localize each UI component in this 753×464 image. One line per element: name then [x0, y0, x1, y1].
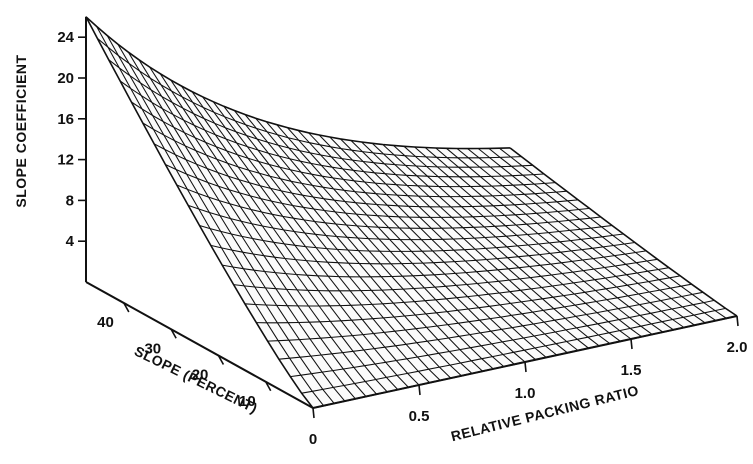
- mesh-line-constant-ratio: [276, 124, 505, 367]
- z-tick-label: 8: [66, 192, 74, 209]
- y-tick-label: 20: [192, 367, 209, 384]
- mesh-line-constant-ratio: [265, 121, 494, 370]
- mesh-line-constant-ratio: [223, 105, 452, 379]
- mesh-line-constant-ratio: [308, 132, 536, 361]
- y-tick-mark: [170, 328, 177, 339]
- z-axis-title: SLOPE COEFFICIENT: [13, 54, 29, 207]
- mesh-line-constant-ratio: [403, 145, 632, 340]
- mesh-line-constant-ratio: [117, 43, 346, 402]
- mesh-line-constant-ratio: [170, 79, 399, 390]
- mesh-line-constant-ratio: [96, 26, 325, 407]
- x-tick-mark: [312, 407, 315, 419]
- tick-labels: 4 8 12 16 20 24 10 20 30 40 0 0.5 1.0 1.5 2.0: [57, 29, 747, 448]
- mesh-line-constant-ratio: [350, 140, 579, 351]
- mesh-line-constant-ratio: [371, 142, 600, 347]
- z-tick-label: 24: [57, 29, 74, 46]
- x-tick-mark: [418, 384, 421, 396]
- mesh-line-constant-ratio: [202, 96, 430, 384]
- mesh-line-constant-ratio: [106, 35, 335, 404]
- mesh-line-constant-ratio: [244, 114, 473, 374]
- mesh-line-constant-ratio: [149, 66, 377, 395]
- mesh-line-constant-ratio: [467, 148, 695, 326]
- mesh-line-constant-ratio: [414, 146, 642, 338]
- mesh-line-constant-ratio: [424, 147, 653, 335]
- z-tick-label: 12: [57, 152, 74, 169]
- y-tick-mark: [265, 381, 272, 392]
- mesh-line-constant-ratio: [318, 134, 547, 358]
- mesh-line-constant-ratio: [361, 141, 589, 349]
- z-tick-label: 4: [66, 233, 75, 250]
- mesh-line-constant-ratio: [499, 147, 727, 319]
- mesh-line-constant-ratio: [287, 127, 515, 365]
- mesh-line-constant-ratio: [477, 148, 706, 324]
- mesh-line-constant-ratio: [509, 147, 738, 317]
- mesh-line-constant-ratio: [127, 51, 356, 400]
- tick-marks: [78, 36, 739, 419]
- y-tick-label: 10: [239, 393, 256, 410]
- x-tick-mark: [736, 315, 739, 327]
- mesh-line-constant-ratio: [212, 101, 441, 381]
- mesh-line-constant-ratio: [435, 147, 664, 333]
- mesh-line-constant-ratio: [85, 16, 314, 409]
- y-axis-title: SLOPE (PERCENT): [132, 343, 260, 417]
- surface-mesh: [85, 16, 738, 409]
- x-axis-title: RELATIVE PACKING RATIO: [449, 382, 640, 444]
- mesh-line-constant-ratio: [382, 144, 611, 345]
- mesh-line-constant-ratio: [488, 147, 717, 322]
- x-tick-label: 0.5: [409, 408, 430, 425]
- mesh-line-constant-ratio: [180, 85, 409, 388]
- mesh-line-constant-ratio: [456, 148, 685, 328]
- z-tick-label: 16: [57, 111, 74, 128]
- mesh-line-constant-ratio: [340, 138, 568, 354]
- mesh-line-constant-ratio: [297, 129, 526, 363]
- y-tick-mark: [123, 302, 130, 313]
- x-tick-mark: [524, 361, 527, 373]
- y-tick-mark: [217, 355, 225, 365]
- mesh-line-constant-ratio: [329, 136, 558, 356]
- x-tick-label: 2.0: [727, 339, 748, 356]
- x-tick-label: 1.0: [515, 385, 536, 402]
- x-tick-mark: [630, 338, 633, 350]
- mesh-line-constant-ratio: [446, 147, 674, 331]
- x-tick-label: 0: [309, 431, 317, 448]
- mesh-line-constant-ratio: [233, 110, 462, 377]
- y-tick-label: 40: [97, 314, 114, 331]
- mesh-line-constant-ratio: [138, 59, 367, 397]
- z-tick-label: 20: [57, 70, 74, 87]
- mesh-line-constant-ratio: [159, 73, 388, 393]
- mesh-line-constant-ratio: [393, 145, 621, 342]
- mesh-line-constant-ratio: [255, 117, 483, 372]
- x-tick-label: 1.5: [621, 362, 642, 379]
- mesh-line-constant-ratio: [191, 91, 420, 386]
- surface-fill: [86, 16, 737, 409]
- y-tick-label: 30: [144, 340, 161, 357]
